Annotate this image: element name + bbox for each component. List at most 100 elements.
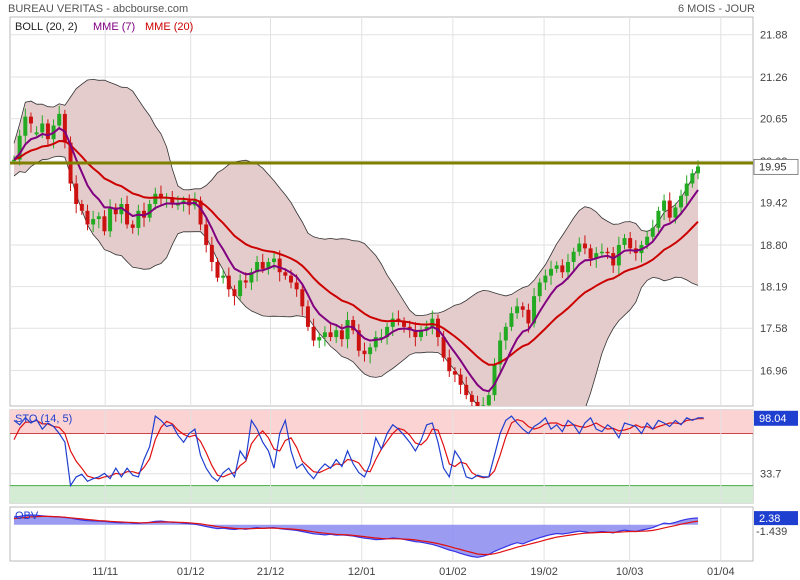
candle-body [40, 123, 45, 133]
candle-body [679, 195, 684, 208]
overbought-zone [10, 410, 753, 434]
candle-body [283, 272, 288, 276]
bollinger-lower-line [13, 155, 699, 406]
price-tick-label: 20.65 [760, 114, 788, 126]
candle-body [91, 219, 96, 225]
candle-body [385, 326, 390, 338]
candle-body [226, 275, 231, 290]
candle-body [300, 289, 305, 307]
candle-body [317, 337, 322, 341]
candle-body [108, 207, 113, 232]
obv-label: OBV [15, 510, 39, 522]
candle-body [17, 135, 22, 160]
candle-body [153, 193, 158, 204]
x-axis-ticks: 11/11 01/12 21/12 12/01 01/02 19/02 10/03 01/04 [92, 566, 734, 578]
candle-body [690, 173, 695, 184]
candle-body [351, 320, 356, 331]
candle-body [402, 321, 407, 327]
x-tick-label: 11/11 [92, 566, 118, 578]
candle-body [475, 401, 480, 406]
candle-body [204, 224, 209, 245]
candle-body [142, 210, 147, 218]
price-tick-label: 19.42 [760, 198, 788, 210]
legend-boll: BOLL (20, 2) [15, 21, 78, 33]
candle-body [622, 238, 627, 245]
stochastic-last-box [754, 410, 798, 426]
candle-body [23, 116, 28, 136]
candle-body [503, 326, 508, 341]
candle-body [136, 210, 141, 228]
candle-body [390, 318, 395, 327]
obv-last-label: 2.38 [759, 513, 780, 525]
bollinger-band-fill [14, 79, 698, 406]
candle-body [79, 203, 84, 211]
candle-body [447, 357, 452, 372]
candle-body [130, 224, 135, 228]
obv-tick: -1.439 [756, 526, 787, 538]
candle-body [645, 236, 650, 245]
candle-body [543, 275, 548, 283]
candle-body [260, 262, 265, 269]
candle-body [305, 306, 310, 327]
legend-mme7: MME (7) [93, 21, 135, 33]
mme20-line [13, 139, 699, 366]
candle-body [334, 330, 339, 338]
stochastic-k-line [13, 415, 704, 488]
candle-body [673, 207, 678, 218]
candle-body [215, 262, 220, 278]
candle-body [255, 262, 260, 273]
candle-body [696, 166, 700, 174]
candle-body [435, 318, 440, 338]
stochastic-last-label: 98.04 [759, 413, 787, 425]
candle-body [238, 280, 243, 297]
candle-body [498, 340, 503, 365]
candle-body [288, 275, 293, 283]
candle-body [424, 326, 429, 331]
candle-body [526, 309, 531, 324]
candle-body [57, 113, 62, 126]
candle-body [125, 203, 130, 225]
candle-body [430, 318, 435, 327]
last-price-box [753, 158, 799, 175]
candle-body [469, 395, 474, 402]
obv-panel: OBV 2.38 -1.439 [9, 506, 798, 562]
candle-body [537, 282, 542, 297]
candle-body [599, 251, 604, 254]
candle-body [464, 384, 469, 396]
candle-body [221, 275, 226, 278]
candle-body [413, 330, 418, 338]
x-tick-label: 10/03 [616, 566, 644, 578]
candle-body [34, 132, 39, 135]
candle-body [45, 123, 50, 140]
price-tick-label: 21.26 [760, 72, 788, 84]
candle-body [628, 238, 633, 249]
candle-body [650, 227, 655, 237]
candle-body [96, 216, 101, 220]
oversold-zone [10, 485, 753, 503]
stochastic-d-line [13, 418, 704, 480]
candle-body [368, 347, 373, 355]
obv-signal-line [13, 515, 699, 556]
candle-body [656, 210, 661, 228]
candle-body [272, 258, 277, 263]
candle-body [565, 262, 570, 273]
candle-body [28, 116, 33, 124]
candle-body [458, 374, 463, 385]
price-tick-label: 16.96 [760, 366, 788, 378]
candle-body [322, 332, 327, 338]
bollinger-upper-line [13, 78, 699, 317]
candle-body [515, 306, 520, 314]
price-axis-ticks: 21.8821.2620.6520.0319.4218.8018.1917.58… [760, 30, 788, 378]
stochastic-tick: 33.7 [760, 469, 781, 481]
candle-body [62, 113, 67, 143]
candle-body [684, 183, 689, 196]
x-tick-label: 01/04 [707, 566, 735, 578]
candle-body [481, 405, 486, 406]
candle-body [147, 203, 152, 218]
candle-body [662, 200, 667, 211]
candle-body [311, 326, 316, 341]
candle-body [441, 337, 446, 358]
candle-body [85, 210, 90, 225]
price-panel: 21.8821.2620.6520.0319.4218.8018.1917.58… [9, 16, 799, 407]
candle-body [582, 243, 587, 249]
